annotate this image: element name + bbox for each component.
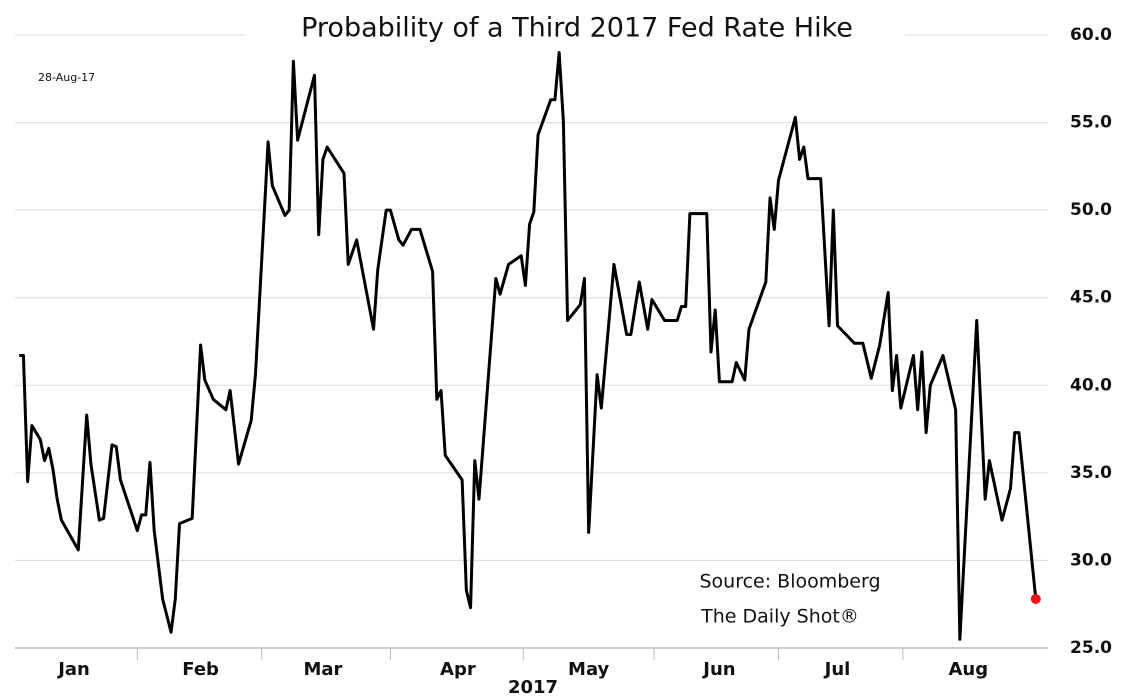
- chart-title: Probability of a Third 2017 Fed Rate Hik…: [301, 13, 853, 44]
- date-note: 28-Aug-17: [38, 71, 95, 84]
- credit-note: The Daily Shot®: [700, 606, 859, 628]
- x-tick-label: Aug: [948, 659, 988, 680]
- y-tick-label: 60.0: [1070, 25, 1112, 45]
- x-tick-label: Mar: [303, 659, 342, 680]
- x-axis-label: 2017: [508, 677, 558, 698]
- x-tick-label: Jun: [701, 659, 735, 680]
- x-tick-label: Feb: [182, 659, 219, 680]
- y-tick-label: 30.0: [1070, 550, 1112, 570]
- y-tick-label: 40.0: [1070, 375, 1112, 395]
- y-tick-label: 55.0: [1070, 113, 1112, 133]
- y-tick-label: 50.0: [1070, 200, 1112, 220]
- x-tick-label: Apr: [440, 659, 476, 680]
- y-tick-label: 35.0: [1070, 463, 1112, 483]
- y-tick-label: 25.0: [1070, 638, 1112, 658]
- data-line: [19, 51, 1038, 641]
- x-tick-label: Jan: [56, 659, 90, 680]
- y-tick-label: 45.0: [1070, 288, 1112, 308]
- x-tick-label: Jul: [823, 659, 851, 680]
- source-note: Source: Bloomberg: [699, 571, 880, 593]
- x-tick-label: May: [568, 659, 610, 680]
- last-point: [1030, 593, 1041, 604]
- title-backdrop: [245, 10, 905, 50]
